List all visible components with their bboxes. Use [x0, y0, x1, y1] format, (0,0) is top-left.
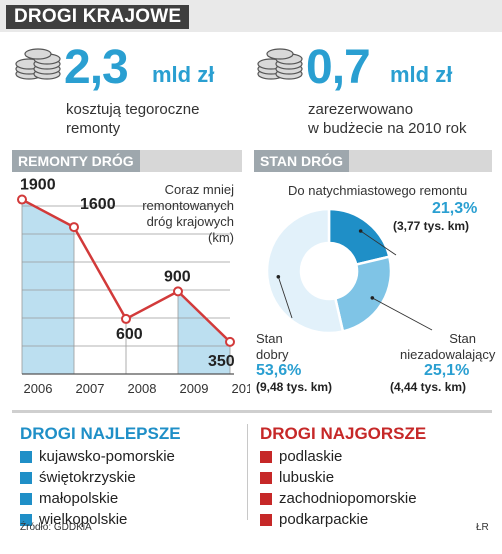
coins-icon: [15, 48, 61, 80]
coins-icon: [257, 48, 303, 80]
list-item: kujawsko-pomorskie: [20, 446, 175, 467]
section-title: REMONTY DRÓG: [12, 150, 140, 172]
pie-slice-name-line: niezadowalający: [400, 347, 496, 362]
pie-slice-percent: 25,1%: [424, 362, 470, 379]
best-roads-title: DROGI NAJLEPSZE: [20, 424, 181, 443]
chart-note-line: remontowanych: [142, 198, 234, 213]
data-label: 900: [164, 268, 191, 285]
square-bullet-icon: [260, 513, 272, 526]
stat-desc-line: remonty: [66, 120, 121, 137]
square-bullet-icon: [260, 492, 272, 505]
divider: [12, 410, 492, 413]
square-bullet-icon: [260, 450, 272, 463]
leader-line: [360, 230, 397, 256]
data-point: [17, 194, 27, 205]
data-label: 1900: [20, 177, 56, 194]
list-item-label: zachodniopomorskie: [279, 490, 417, 507]
list-item: lubuskie: [260, 467, 417, 488]
square-bullet-icon: [20, 513, 32, 526]
pie-slice-name: Stan dobry: [256, 331, 289, 363]
list-item-label: podkarpackie: [279, 511, 369, 528]
list-item-label: świętokrzyskie: [39, 469, 136, 486]
x-tick-label: 2007: [76, 381, 105, 396]
stat-desc-line: kosztują tegoroczne: [66, 101, 200, 118]
stat-block-budget: 0,7 mld zł zarezerwowano w budżecie na 2…: [256, 38, 496, 138]
pie-slice-name-line: Stan: [449, 331, 476, 346]
stat-unit: mld zł: [390, 62, 453, 87]
list-item: podlaskie: [260, 446, 417, 467]
stat-block-cost: 2,3 mld zł kosztują tegoroczne remonty: [14, 38, 244, 138]
pie-slice-name: Stan niezadowalający: [400, 331, 496, 363]
stat-description: kosztują tegoroczne remonty: [66, 100, 306, 138]
list-item-label: małopolskie: [39, 490, 119, 507]
section-title: STAN DRÓG: [254, 150, 349, 172]
x-tick-label: 2008: [128, 381, 157, 396]
stat-description: zarezerwowano w budżecie na 2010 rok: [308, 100, 502, 138]
pie-chart: [265, 207, 433, 335]
list-item: zachodniopomorskie: [260, 488, 417, 509]
square-bullet-icon: [20, 450, 32, 463]
x-tick-label: 2006: [24, 381, 53, 396]
pie-slice-name: Do natychmiastowego remontu: [288, 183, 468, 198]
data-label: 350: [208, 353, 235, 370]
pie-slice-name-line: Stan: [256, 331, 283, 346]
list-item-label: podlaskie: [279, 448, 343, 465]
pie-slice: [333, 255, 393, 333]
chart-note-line: dróg krajowych: [146, 214, 234, 229]
pie-slice-percent: 21,3%: [432, 200, 478, 217]
pie-slice: [265, 207, 345, 335]
section-header-line-chart: REMONTY DRÓG: [12, 150, 242, 172]
list-item: świętokrzyskie: [20, 467, 175, 488]
data-point: [121, 313, 131, 324]
header-bar: DROGI KRAJOWE: [0, 0, 502, 32]
area-segment: [22, 199, 74, 374]
leader-line: [372, 297, 433, 331]
leader-line: [277, 276, 293, 319]
area-segment: [178, 291, 230, 374]
stat-value: 2,3: [64, 41, 129, 94]
section-header-pie-chart: STAN DRÓG: [254, 150, 492, 172]
chart-note-line: (km): [208, 230, 234, 245]
data-point: [173, 286, 183, 297]
pie-slice: [327, 207, 391, 267]
pie-slice-km: (3,77 tys. km): [393, 219, 470, 233]
list-item: małopolskie: [20, 488, 175, 509]
square-bullet-icon: [20, 471, 32, 484]
pie-slice-km: (4,44 tys. km): [390, 380, 467, 394]
pie-slice-km: (9,48 tys. km): [256, 380, 333, 394]
source-note: Źródło: GDDKiA: [20, 522, 92, 533]
leader-dot: [276, 274, 281, 279]
pie-slice-percent: 53,6%: [256, 362, 302, 379]
data-label: 1600: [80, 196, 116, 213]
stat-unit: mld zł: [152, 62, 215, 87]
list-item: podkarpackie: [260, 509, 417, 530]
chart-note-line: Coraz mniej: [164, 182, 234, 197]
line-chart: 1900 1600 600 900 350 2006 2007 2008 2009 2010: [17, 177, 250, 396]
x-tick-label: 2010: [232, 381, 250, 396]
worst-roads-title: DROGI NAJGORSZE: [260, 424, 427, 443]
worst-roads-list: podlaskie lubuskie zachodniopomorskie po…: [260, 446, 417, 530]
stat-value: 0,7: [306, 41, 371, 94]
x-tick-label: 2009: [180, 381, 209, 396]
chart-note: Coraz mniej remontowanych dróg krajowych…: [140, 182, 234, 246]
square-bullet-icon: [260, 471, 272, 484]
best-roads-list: kujawsko-pomorskie świętokrzyskie małopo…: [20, 446, 175, 530]
list-item: wielkopolskie: [20, 509, 175, 530]
square-bullet-icon: [20, 492, 32, 505]
list-item-label: lubuskie: [279, 469, 335, 486]
stat-desc-line: w budżecie na 2010 rok: [308, 120, 467, 137]
page-title: DROGI KRAJOWE: [6, 5, 190, 29]
stat-desc-line: zarezerwowano: [308, 101, 414, 118]
author-initials: ŁR: [476, 522, 489, 533]
data-point: [69, 222, 79, 233]
list-item-label: wielkopolskie: [39, 511, 128, 528]
leader-dot: [370, 296, 375, 300]
list-item-label: kujawsko-pomorskie: [39, 448, 175, 465]
pie-slice-name-line: dobry: [256, 347, 289, 362]
data-label: 600: [116, 326, 143, 343]
column-divider: [247, 424, 248, 520]
leader-dot: [358, 229, 363, 233]
data-point: [225, 336, 235, 347]
